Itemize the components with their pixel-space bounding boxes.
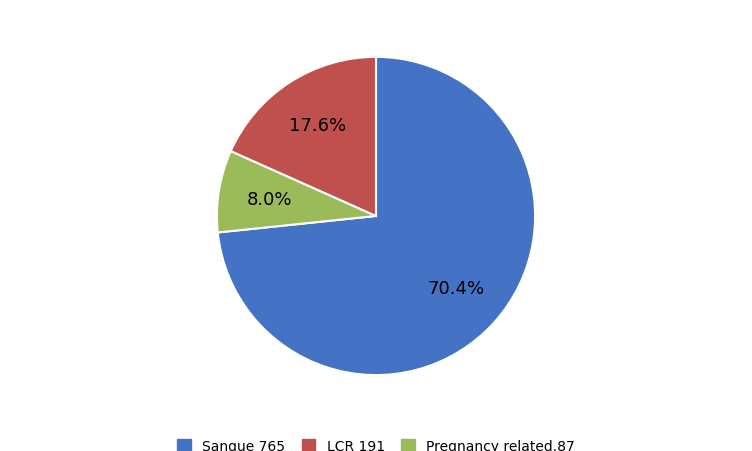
Text: 17.6%: 17.6% [289, 117, 346, 135]
Wedge shape [217, 152, 376, 233]
Wedge shape [218, 58, 535, 375]
Wedge shape [231, 58, 376, 216]
Text: 70.4%: 70.4% [428, 280, 485, 298]
Text: 8.0%: 8.0% [247, 190, 292, 208]
Legend: Sangue 765, LCR 191, Pregnancy related.87: Sangue 765, LCR 191, Pregnancy related.8… [170, 432, 582, 451]
